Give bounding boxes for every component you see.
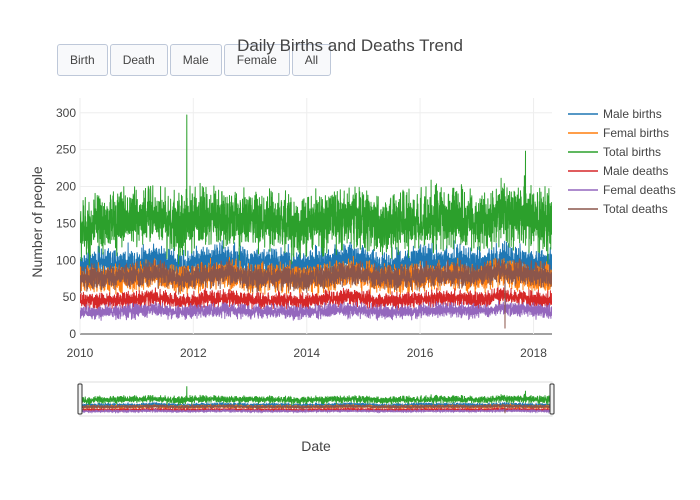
y-tick-label: 300	[56, 106, 76, 120]
slider-series-line	[79, 386, 553, 406]
series-line-male-births	[80, 240, 552, 285]
legend-item-label[interactable]: Male deaths	[603, 164, 668, 178]
range-slider-left-handle[interactable]	[77, 383, 83, 415]
slider-series-line	[79, 402, 553, 414]
y-tick-label: 150	[56, 216, 76, 230]
series-line-total-births	[80, 114, 552, 266]
legend-item-label[interactable]: Male births	[603, 107, 662, 121]
all-button[interactable]: All	[291, 44, 332, 76]
death-button[interactable]: Death	[109, 44, 168, 76]
legend-item-label[interactable]: Femal deaths	[603, 183, 676, 197]
chart-title: Daily Births and Deaths Trend	[237, 36, 463, 55]
legend-item-label[interactable]: Femal births	[603, 126, 669, 140]
legend-item-label[interactable]: Total births	[603, 145, 661, 159]
x-tick-label: 2012	[180, 346, 207, 360]
range-slider[interactable]	[77, 381, 555, 417]
range-slider-right-handle[interactable]	[549, 383, 555, 415]
y-tick-label: 0	[69, 327, 76, 341]
slider-series-line	[79, 408, 553, 415]
female-button[interactable]: Female	[223, 44, 290, 76]
legend: Male births Femal births Total births Male …	[568, 107, 676, 216]
x-tick-label: 2010	[67, 346, 94, 360]
x-tick-label: 2014	[293, 346, 320, 360]
main-plot-area: 0 50 100 150 200 250 300 2010 2012 2014 2016 2018	[56, 98, 552, 360]
y-tick-label: 50	[63, 290, 77, 304]
y-tick-label: 250	[56, 143, 76, 157]
y-axis-label: Number of people	[29, 166, 45, 278]
filter-button-group: Birth Death Male Female All	[57, 44, 332, 76]
x-axis-label: Date	[301, 438, 331, 454]
birth-button[interactable]: Birth	[57, 44, 108, 76]
x-tick-label: 2016	[407, 346, 434, 360]
series-line-male-deaths	[80, 287, 552, 312]
y-tick-label: 100	[56, 253, 76, 267]
series-line-total-deaths	[80, 258, 552, 329]
x-tick-label: 2018	[520, 346, 547, 360]
series-line-femal-deaths	[80, 299, 552, 321]
male-button[interactable]: Male	[169, 44, 222, 76]
legend-item-label[interactable]: Total deaths	[603, 202, 668, 216]
y-tick-label: 200	[56, 180, 76, 194]
